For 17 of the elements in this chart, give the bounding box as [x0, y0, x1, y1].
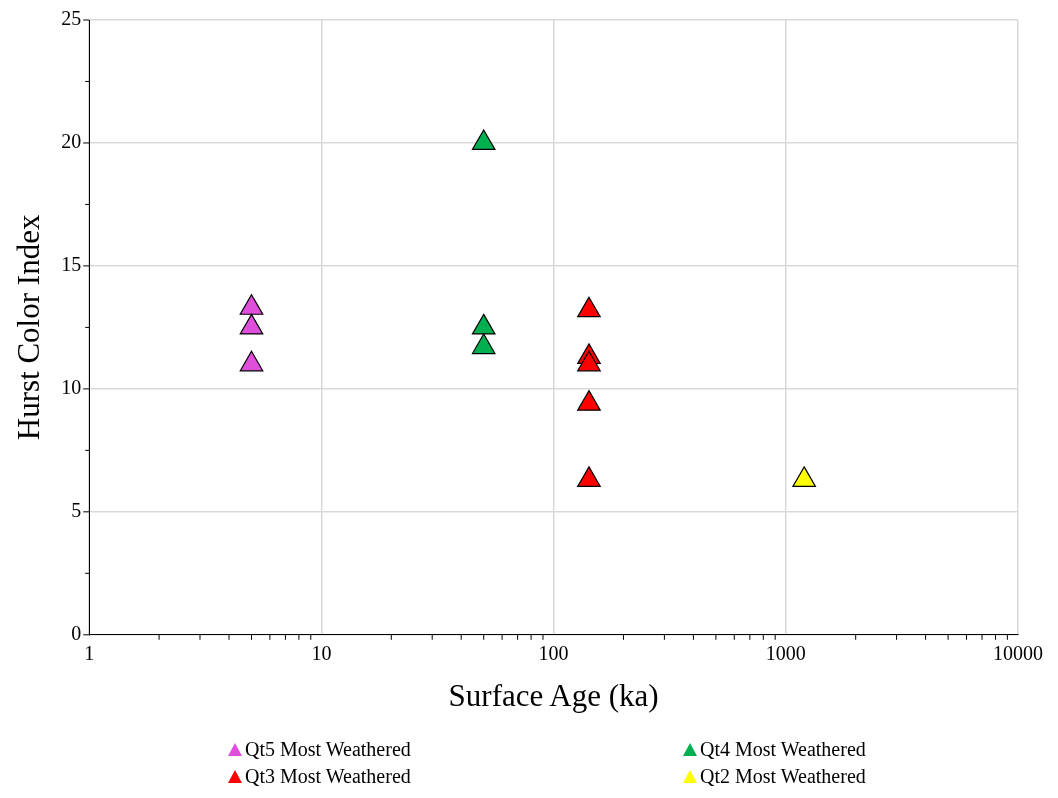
- x-axis-title: Surface Age (ka): [448, 677, 659, 713]
- legend-label: Qt5 Most Weathered: [245, 738, 411, 761]
- legend-label: Qt2 Most Weathered: [700, 765, 866, 788]
- x-tick-label: 1000: [765, 642, 806, 665]
- y-axis-title: Hurst Color Index: [10, 214, 46, 441]
- y-tick-label: 0: [71, 622, 82, 645]
- y-tick-label: 10: [61, 376, 82, 399]
- y-tick-label: 20: [61, 130, 82, 153]
- y-tick-label: 25: [61, 7, 82, 30]
- x-tick-label: 1: [84, 642, 95, 665]
- y-tick-label: 5: [71, 499, 82, 522]
- x-tick-label: 10: [311, 642, 332, 665]
- x-tick-label: 10000: [993, 642, 1043, 665]
- y-tick-label: 15: [61, 253, 82, 276]
- legend-label: Qt3 Most Weathered: [245, 765, 411, 788]
- legend-label: Qt4 Most Weathered: [700, 738, 866, 761]
- x-tick-label: 100: [538, 642, 569, 665]
